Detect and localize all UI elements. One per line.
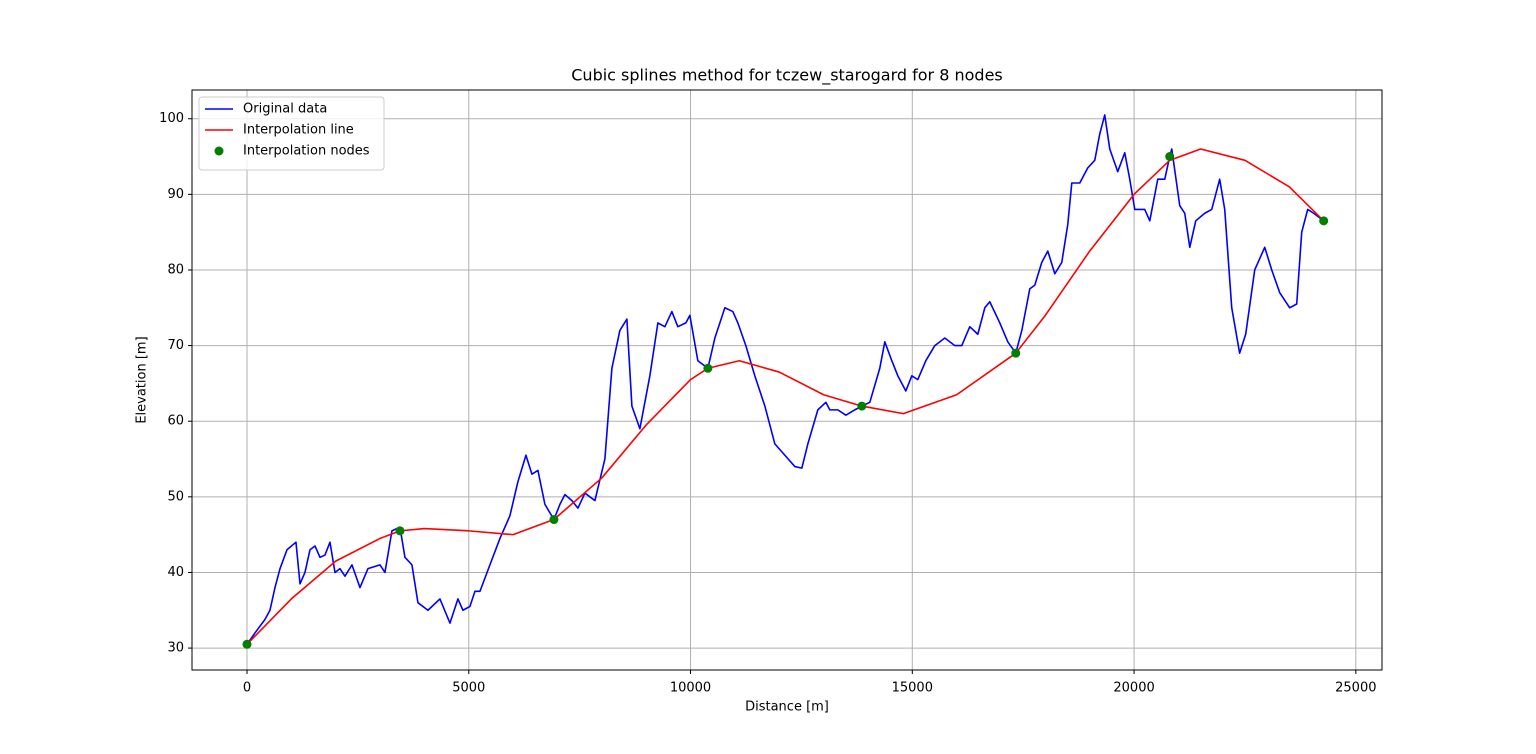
y-tick-label: 50 [167, 489, 184, 504]
data-point [1319, 216, 1329, 226]
y-axis-label: Elevation [m] [135, 336, 150, 423]
legend-label: Original data [243, 102, 327, 117]
data-point [242, 639, 252, 649]
data-point [1165, 152, 1175, 162]
y-tick-label: 30 [167, 641, 184, 656]
chart-title: Cubic splines method for tczew_starogard… [571, 66, 1003, 86]
x-tick-label: 0 [243, 681, 251, 696]
legend-label: Interpolation nodes [243, 144, 370, 159]
y-tick-label: 60 [167, 414, 184, 429]
legend-label: Interpolation line [243, 123, 354, 138]
y-tick-label: 100 [159, 111, 184, 126]
data-point [703, 363, 713, 373]
y-tick-label: 90 [167, 187, 184, 202]
legend: Original data Interpolation line Interpola… [198, 96, 385, 171]
x-tick-label: 5000 [452, 681, 485, 696]
y-tick-label: 70 [167, 338, 184, 353]
x-axis-label: Distance [m] [745, 700, 829, 715]
axes-frame [191, 89, 1383, 671]
y-tick-label: 80 [167, 262, 184, 277]
data-point [1011, 348, 1021, 358]
data-point [549, 515, 559, 525]
x-tick-label: 15000 [892, 681, 933, 696]
legend-box [198, 96, 385, 171]
x-tick-label: 10000 [670, 681, 711, 696]
plot-area [242, 114, 1329, 649]
x-tick-label: 25000 [1335, 681, 1376, 696]
grid [192, 90, 1382, 670]
data-point [857, 401, 867, 411]
x-tick-label: 20000 [1113, 681, 1154, 696]
data-line [246, 114, 1325, 645]
data-point [395, 526, 405, 536]
y-tick-label: 40 [167, 565, 184, 580]
data-line [246, 148, 1325, 645]
legend-marker [214, 146, 224, 156]
